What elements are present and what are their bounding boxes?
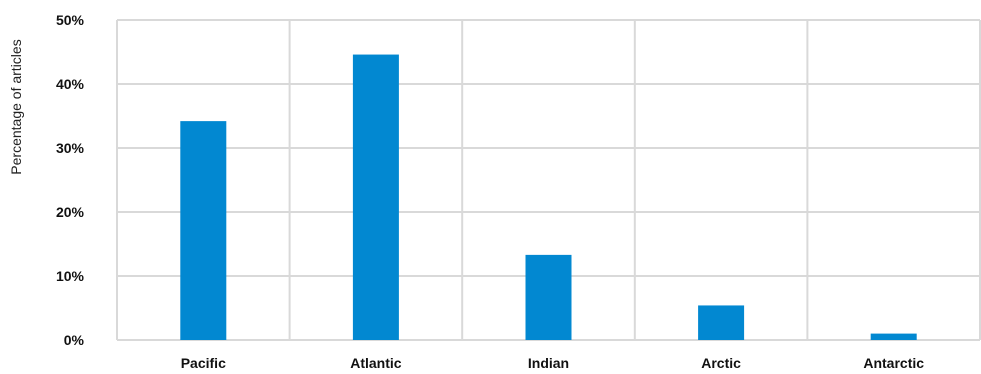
y-tick-label: 30% <box>56 140 85 156</box>
y-tick-label: 10% <box>56 268 85 284</box>
bar-atlantic <box>352 54 399 341</box>
x-tick-label: Arctic <box>701 355 741 371</box>
y-tick-label: 50% <box>56 12 85 28</box>
y-tick-label: 40% <box>56 76 85 92</box>
x-tick-label: Antarctic <box>863 355 924 371</box>
bar-antarctic <box>870 333 917 340</box>
x-tick-label: Pacific <box>181 355 226 371</box>
y-axis-label: Percentage of articles <box>8 39 24 174</box>
bar-pacific <box>180 121 227 341</box>
bar-indian <box>525 254 572 340</box>
y-tick-label: 0% <box>64 332 85 348</box>
x-tick-label: Atlantic <box>350 355 402 371</box>
x-tick-label: Indian <box>528 355 569 371</box>
bars <box>180 54 917 341</box>
y-axis-ticks: 0% 10% 20% 30% 40% 50% <box>56 12 85 348</box>
bar-arctic <box>698 305 745 340</box>
x-axis-ticks: Pacific Atlantic Indian Arctic Antarctic <box>181 355 925 371</box>
y-tick-label: 20% <box>56 204 85 220</box>
grid <box>116 19 981 341</box>
